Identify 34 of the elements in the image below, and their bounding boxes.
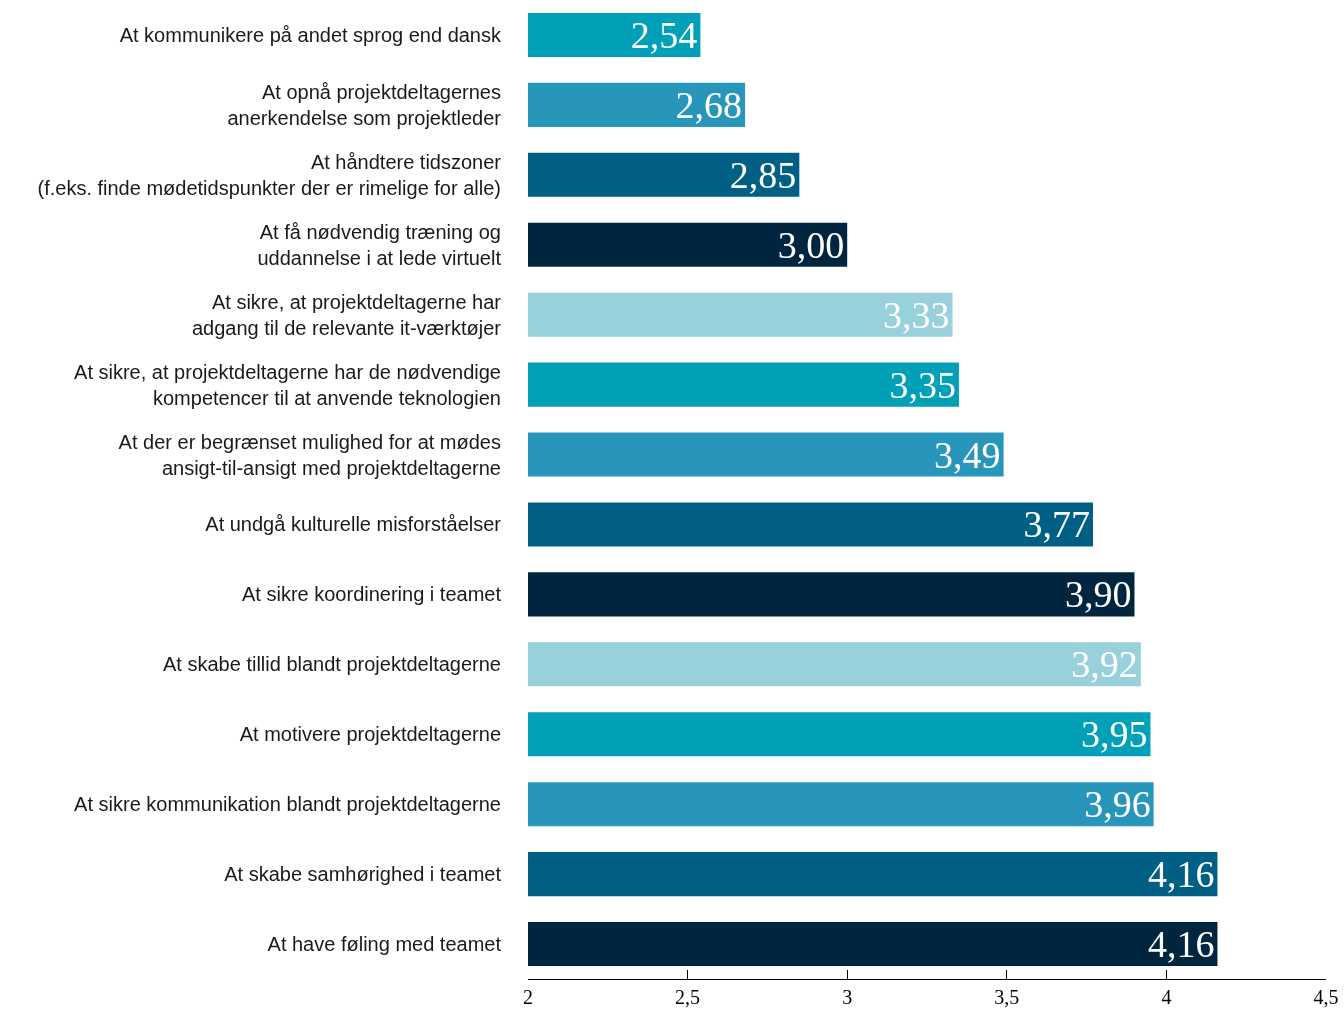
y-tick-label: At opnå projektdeltagernes anerkendelse som projektleder bbox=[227, 80, 502, 129]
data-label: 3,49 bbox=[934, 433, 1001, 476]
x-tick-label: 4,5 bbox=[1313, 986, 1339, 1008]
y-tick-label: At have føling med teamet bbox=[267, 933, 502, 956]
x-tick-label: 3 bbox=[842, 986, 853, 1008]
data-label: 3,33 bbox=[883, 293, 950, 336]
y-tick-label: At skabe samhørighed i teamet bbox=[224, 863, 502, 886]
y-tick-label: At motivere projektdeltagerne bbox=[239, 723, 501, 746]
x-tick-label: 3,5 bbox=[994, 986, 1020, 1008]
data-label: 3,35 bbox=[889, 363, 956, 406]
data-label: 3,96 bbox=[1084, 783, 1151, 826]
y-tick-label: At kommunikere på andet sprog end dansk bbox=[119, 23, 502, 46]
y-tick-label: At få nødvendig træning og uddannelse i at lede virtuelt bbox=[257, 220, 502, 269]
data-label: 4,16 bbox=[1147, 853, 1215, 896]
data-label: 4,16 bbox=[1147, 923, 1215, 966]
data-label: 2,54 bbox=[630, 13, 698, 56]
data-label: 3,77 bbox=[1023, 503, 1090, 546]
y-tick-label: At skabe tillid blandt projektdeltagerne bbox=[163, 653, 501, 676]
x-tick-label: 2,5 bbox=[675, 986, 701, 1008]
y-tick-label: At sikre, at projektdeltagerne har de nødvendige kompetencer til at anvende teknologien bbox=[74, 360, 501, 409]
y-tick-label: At undgå kulturelle misforståelser bbox=[205, 513, 502, 536]
y-tick-label: At sikre, at projektdeltagerne har adgang til de relevante it-værktøjer bbox=[191, 290, 502, 339]
data-label: 3,92 bbox=[1071, 643, 1138, 686]
y-tick-label: At håndtere tidszoner (f.eks. finde mødetidspunkter der er rimelige for alle) bbox=[37, 150, 502, 199]
y-tick-label: At sikre koordinering i teamet bbox=[241, 583, 502, 606]
data-label: 3,95 bbox=[1080, 713, 1148, 756]
y-tick-label: At sikre kommunikation blandt projektdeltagerne bbox=[74, 793, 501, 816]
x-tick-label: 2 bbox=[523, 986, 533, 1008]
y-tick-label: At der er begrænset mulighed for at mødes ansigt-til-ansigt med projektdeltagerne bbox=[118, 430, 501, 479]
data-label: 3,90 bbox=[1064, 573, 1132, 616]
data-label: 2,85 bbox=[729, 153, 797, 196]
x-tick-label: 4 bbox=[1161, 986, 1172, 1008]
data-label: 3,00 bbox=[777, 223, 845, 266]
data-label: 2,68 bbox=[675, 83, 743, 126]
